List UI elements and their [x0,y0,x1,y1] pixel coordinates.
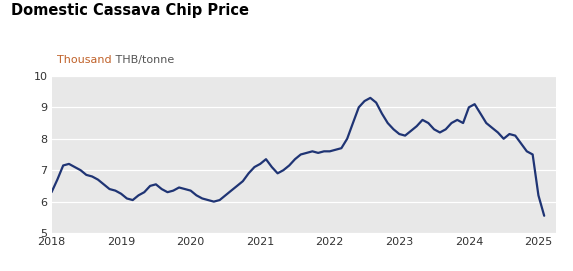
Text: Domestic Cassava Chip Price: Domestic Cassava Chip Price [11,3,249,18]
Text: THB/tonne: THB/tonne [112,55,174,65]
Text: Thousand: Thousand [57,55,112,65]
